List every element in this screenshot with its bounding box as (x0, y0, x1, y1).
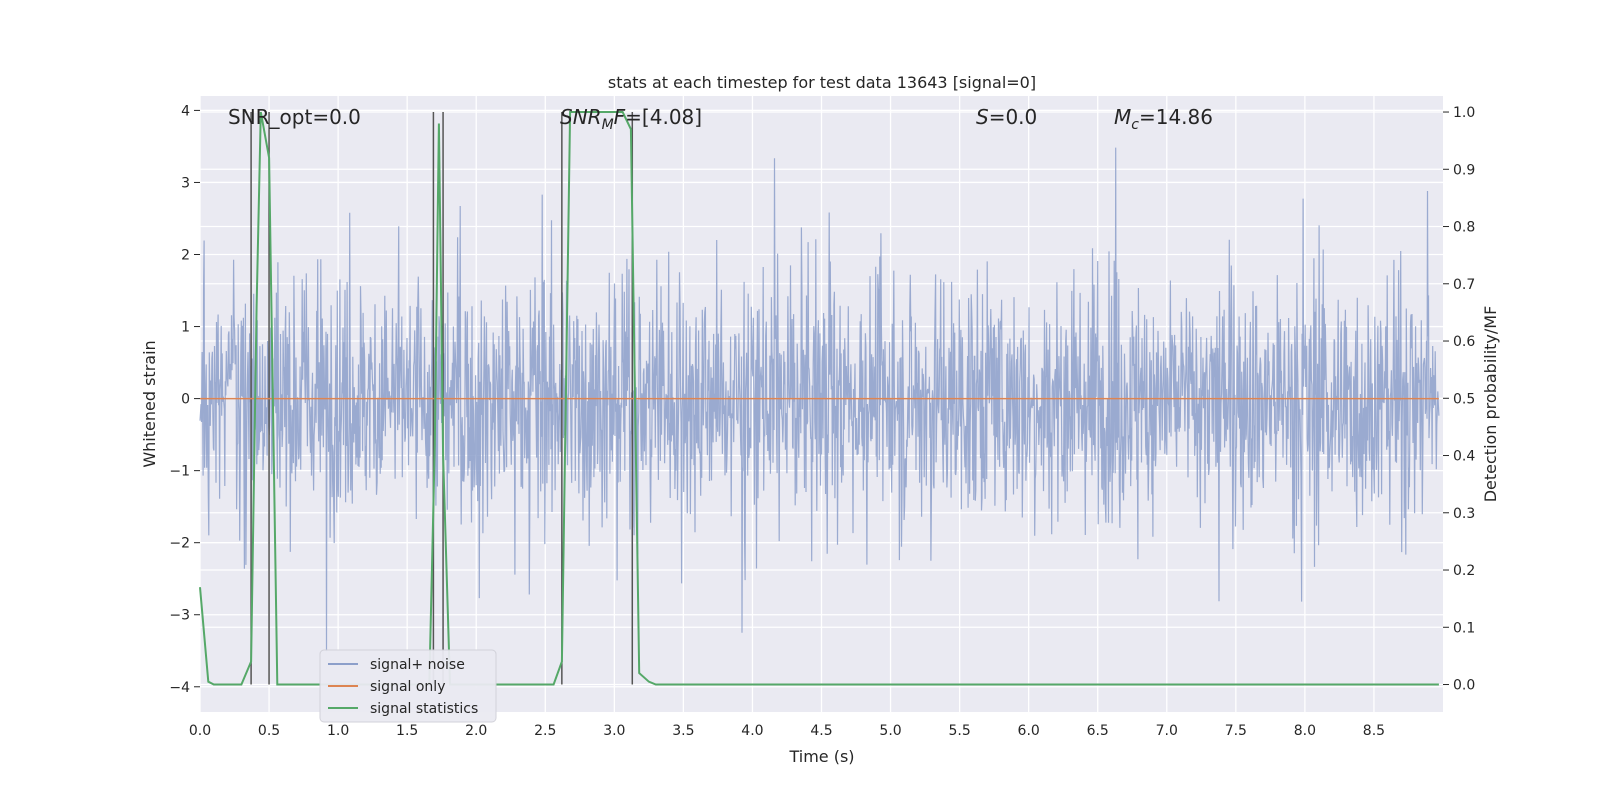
x-tick-label: 8.5 (1363, 723, 1385, 739)
x-tick-label: 2.0 (465, 723, 487, 739)
x-tick-label: 6.5 (1087, 723, 1109, 739)
y-right-tick-label: 0.6 (1453, 334, 1475, 350)
y-left-tick-label: 2 (181, 248, 190, 264)
y-right-tick-label: 0.9 (1453, 162, 1475, 178)
signal-statistics-line (199, 111, 1439, 686)
annotation-s: S=0.0 (976, 105, 1037, 129)
chart-title: stats at each timestep for test data 136… (608, 73, 1036, 92)
x-tick-label: 0.0 (189, 723, 211, 739)
x-tick-label: 7.0 (1156, 723, 1178, 739)
legend: signal+ noise signal only signal statist… (319, 649, 497, 723)
y-left-tick-label: 4 (181, 103, 190, 119)
annotation-snr-opt: SNR_opt=0.0 (228, 105, 361, 129)
x-tick-label: 0.5 (258, 723, 280, 739)
y-right-tick-label: 0.5 (1453, 391, 1475, 407)
signal-noise-line (199, 147, 1440, 652)
x-tick-labels: 0.0 0.5 1.0 1.5 2.0 2.5 3.0 3.5 4.0 4.5 5.0 5.5 6.0 6… (189, 723, 1385, 739)
legend-label-signal-statistics: signal statistics (370, 701, 478, 717)
y-right-axis-label: Detection probability/MF (1481, 306, 1500, 503)
y-right-tick-label: 0.8 (1453, 220, 1475, 236)
y-right-tick-labels: 0.0 0.1 0.2 0.3 0.4 0.5 0.6 0.7 0.8 0.9 1.0 (1443, 105, 1475, 694)
y-right-tick-label: 0.7 (1453, 277, 1475, 293)
x-tick-label: 6.0 (1018, 723, 1040, 739)
x-tick-label: 4.5 (810, 723, 832, 739)
legend-label-signal-noise: signal+ noise (370, 657, 465, 673)
y-right-tick-label: 0.3 (1453, 506, 1475, 522)
x-tick-label: 8.0 (1294, 723, 1316, 739)
x-tick-label: 5.0 (879, 723, 901, 739)
x-tick-label: 7.5 (1225, 723, 1247, 739)
y-left-tick-label: 0 (181, 392, 190, 408)
signal-noise-series (199, 147, 1440, 652)
x-tick-label: 1.0 (327, 723, 349, 739)
y-right-tick-label: 0.2 (1453, 563, 1475, 579)
x-axis-label: Time (s) (788, 747, 854, 766)
y-left-tick-label: −3 (169, 608, 190, 624)
y-right-tick-label: 0.4 (1453, 449, 1475, 465)
y-right-tick-label: 1.0 (1453, 105, 1475, 121)
y-left-tick-labels: −4 −3 −2 −1 0 1 2 3 4 (169, 103, 200, 696)
legend-label-signal-only: signal only (370, 679, 445, 695)
y-left-tick-label: 1 (181, 320, 190, 336)
legend-box (319, 649, 497, 723)
x-tick-label: 3.5 (672, 723, 694, 739)
y-right-tick-label: 0.0 (1453, 678, 1475, 694)
annotation-mc: Mc=14.86 (1114, 105, 1213, 133)
annotation-snr-mf: SNRMF=[4.08] (560, 105, 702, 133)
y-right-tick-label: 0.1 (1453, 620, 1475, 636)
x-tick-label: 3.0 (603, 723, 625, 739)
x-tick-label: 4.0 (741, 723, 763, 739)
y-left-tick-label: −1 (169, 464, 190, 480)
y-left-tick-label: −2 (169, 536, 190, 552)
x-tick-label: 1.5 (396, 723, 418, 739)
y-left-axis-label: Whitened strain (140, 340, 159, 467)
line-series (199, 111, 1439, 686)
x-tick-label: 5.5 (948, 723, 970, 739)
y-left-tick-label: −4 (169, 680, 190, 696)
x-tick-label: 2.5 (534, 723, 556, 739)
y-left-tick-label: 3 (181, 175, 190, 191)
